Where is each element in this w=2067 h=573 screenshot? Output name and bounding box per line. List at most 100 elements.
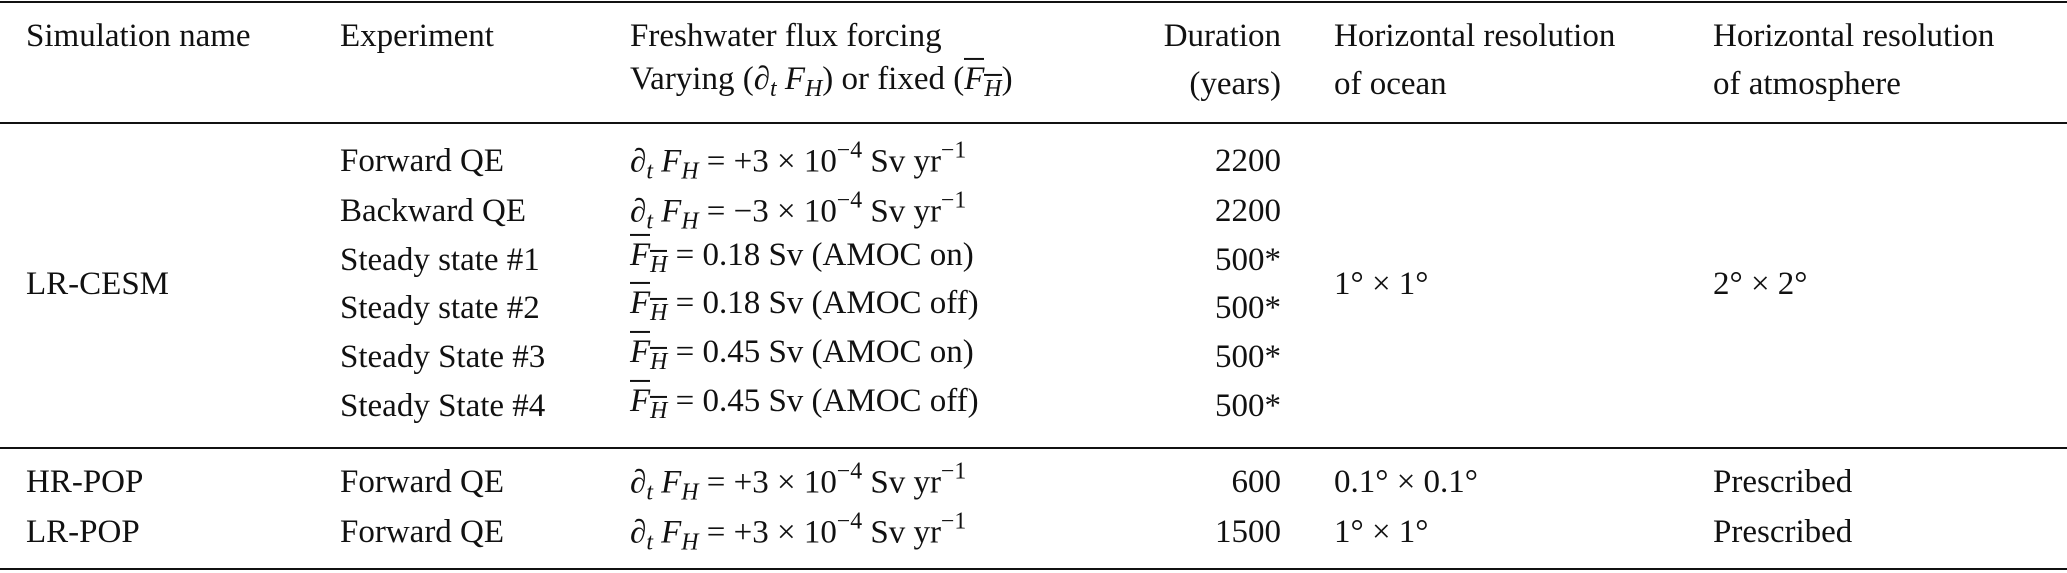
text-part: Experiment [340, 18, 494, 54]
text-part: = 0.45 Sv (AMOC off) [667, 382, 979, 419]
experiment: Steady state #1 [340, 242, 540, 278]
text-part: H [650, 396, 668, 425]
text-part: Sv yr [862, 143, 941, 180]
atmosphere-resolution: Prescribed [1713, 464, 1853, 500]
text-part: = +3 × 10 [698, 143, 837, 180]
header-cell: Horizontal resolution [1713, 16, 1994, 56]
text-part: = 0.45 Sv (AMOC on) [667, 333, 974, 370]
ocean-resolution: 1° × 1° [1334, 514, 1429, 550]
duration: 500* [1215, 290, 1281, 326]
text-part: ∂ [630, 514, 647, 551]
simulation-name: LR-CESM [26, 265, 170, 302]
atmosphere-resolution: 2° × 2° [1713, 265, 1808, 302]
text-part: H [681, 208, 699, 235]
text-part: F [661, 143, 682, 180]
text-part: −4 [836, 137, 863, 164]
text-part: Sv yr [862, 464, 941, 501]
forcing: FH = 0.45 Sv (AMOC off) [630, 379, 979, 431]
header-cell: Freshwater flux forcing [630, 16, 942, 56]
text-part: H [681, 479, 699, 506]
text-part: H [681, 158, 699, 185]
text-part [777, 61, 785, 97]
ocean-resolution: 1° × 1° [1334, 265, 1429, 302]
experiment: Backward QE [340, 193, 527, 229]
experiment: Steady State #4 [340, 388, 546, 424]
forcing: ∂t FH = +3 × 10−4 Sv yr−1 [630, 451, 966, 512]
text-part: ) [1001, 60, 1013, 97]
experiment: Steady state #2 [340, 290, 540, 326]
text-part: Horizontal resolution [1713, 18, 1995, 54]
duration: 500* [1215, 242, 1281, 278]
text-part: Sv yr [862, 193, 941, 230]
text-part: = +3 × 10 [698, 464, 837, 501]
text-part: −1 [940, 187, 967, 214]
text-part: t [646, 529, 653, 556]
text-part: Horizontal resolution [1334, 18, 1616, 54]
text-part: = +3 × 10 [698, 514, 837, 551]
text-part: F [630, 233, 651, 273]
simulation-name: HR-POP [26, 464, 144, 500]
atmosphere-resolution: Prescribed [1713, 514, 1853, 550]
forcing: ∂t FH = +3 × 10−4 Sv yr−1 [630, 501, 966, 562]
top-rule [0, 1, 2067, 3]
header-cell: Duration [1164, 16, 1281, 56]
text-part: of atmosphere [1713, 66, 1901, 102]
header-cell: Horizontal resolution [1334, 16, 1615, 56]
text-part: ) or fixed ( [822, 60, 965, 97]
text-part: H [805, 76, 823, 103]
duration: 1500 [1215, 514, 1281, 550]
text-part: −1 [940, 508, 967, 535]
bottom-rule [0, 568, 2067, 570]
header-cell: (years) [1189, 64, 1281, 104]
duration: 500* [1215, 388, 1281, 424]
group-rule [0, 447, 2067, 449]
text-part: F [630, 379, 651, 419]
text-part: Freshwater flux forcing [630, 18, 942, 54]
text-part [653, 194, 661, 230]
text-part: t [646, 208, 653, 235]
duration: 600 [1231, 464, 1282, 500]
duration: 2200 [1215, 143, 1281, 179]
experiment: Forward QE [340, 464, 505, 500]
text-part: = 0.18 Sv (AMOC off) [667, 284, 979, 321]
text-part: ∂ [630, 143, 647, 180]
text-part: = −3 × 10 [698, 193, 837, 230]
header-cell: Varying (∂t FH) or fixed (FH) [630, 57, 1013, 109]
text-part: t [646, 158, 653, 185]
text-part: of ocean [1334, 66, 1447, 102]
text-part: −4 [836, 508, 863, 535]
text-part: F [964, 57, 985, 97]
header-cell: of ocean [1334, 64, 1447, 104]
text-part: Duration [1163, 18, 1281, 54]
text-part: F [661, 514, 682, 551]
text-part: Varying ( [630, 60, 754, 97]
text-part: H [650, 298, 668, 327]
text-part: F [630, 281, 651, 321]
text-part [653, 515, 661, 551]
text-part: −1 [940, 137, 967, 164]
text-part: Sv yr [862, 514, 941, 551]
header-cell: of atmosphere [1713, 64, 1901, 104]
text-part: F [661, 193, 682, 230]
text-part: ∂ [753, 60, 771, 97]
text-part: ∂ [630, 193, 647, 230]
text-part: −4 [836, 187, 863, 214]
text-part: t [646, 479, 653, 506]
header-rule [0, 122, 2067, 124]
experiment: Steady State #3 [340, 339, 546, 375]
forcing: ∂t FH = −3 × 10−4 Sv yr−1 [630, 180, 966, 241]
text-part: F [630, 330, 651, 370]
text-part: H [984, 74, 1002, 103]
text-part [653, 465, 661, 501]
text-part: ∂ [630, 464, 647, 501]
text-part: H [681, 529, 699, 556]
ocean-resolution: 0.1° × 0.1° [1334, 464, 1479, 500]
text-part: F [784, 60, 806, 97]
text-part [653, 144, 661, 180]
text-part: (years) [1189, 66, 1281, 102]
header-cell: Simulation name [26, 16, 251, 56]
forcing: ∂t FH = +3 × 10−4 Sv yr−1 [630, 130, 966, 191]
text-part: = 0.18 Sv (AMOC on) [667, 236, 974, 273]
text-part: F [661, 464, 682, 501]
duration: 500* [1215, 339, 1281, 375]
